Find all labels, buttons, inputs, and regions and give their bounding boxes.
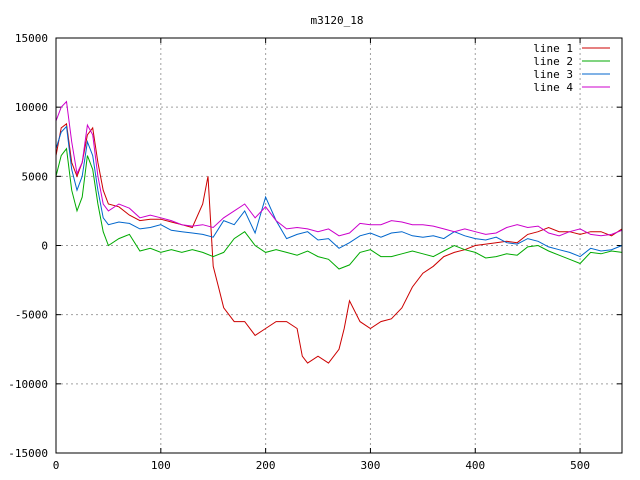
axes: 15000 10000 5000 0 -5000 -10000 -15000 0 100 200 3… [8, 32, 622, 472]
series-line-2 [55, 147, 623, 270]
series-line-4 [55, 100, 623, 237]
y-tick-label: -5000 [15, 309, 48, 322]
legend-label: line 2 [533, 55, 573, 68]
x-tick-label: 400 [465, 459, 485, 472]
y-tick-label: 10000 [15, 101, 48, 114]
series-line-1 [55, 122, 623, 364]
y-tick-label: 15000 [15, 32, 48, 45]
chart-title: m3120_18 [311, 14, 364, 27]
y-tick-label: -10000 [8, 378, 48, 391]
series-group [55, 100, 623, 364]
x-tick-label: 100 [151, 459, 171, 472]
x-tick-label: 300 [361, 459, 381, 472]
plot-frame [55, 37, 623, 454]
legend-label: line 4 [533, 81, 573, 94]
y-tick-label: 0 [41, 240, 48, 253]
x-tick-label: 200 [256, 459, 276, 472]
y-tick-label: -15000 [8, 447, 48, 460]
series-line-3 [55, 125, 623, 258]
grid-lines [56, 38, 622, 453]
x-tick-label: 0 [53, 459, 60, 472]
y-tick-label: 5000 [22, 170, 49, 183]
x-tick-label: 500 [570, 459, 590, 472]
legend-label: line 1 [533, 42, 573, 55]
legend-label: line 3 [533, 68, 573, 81]
